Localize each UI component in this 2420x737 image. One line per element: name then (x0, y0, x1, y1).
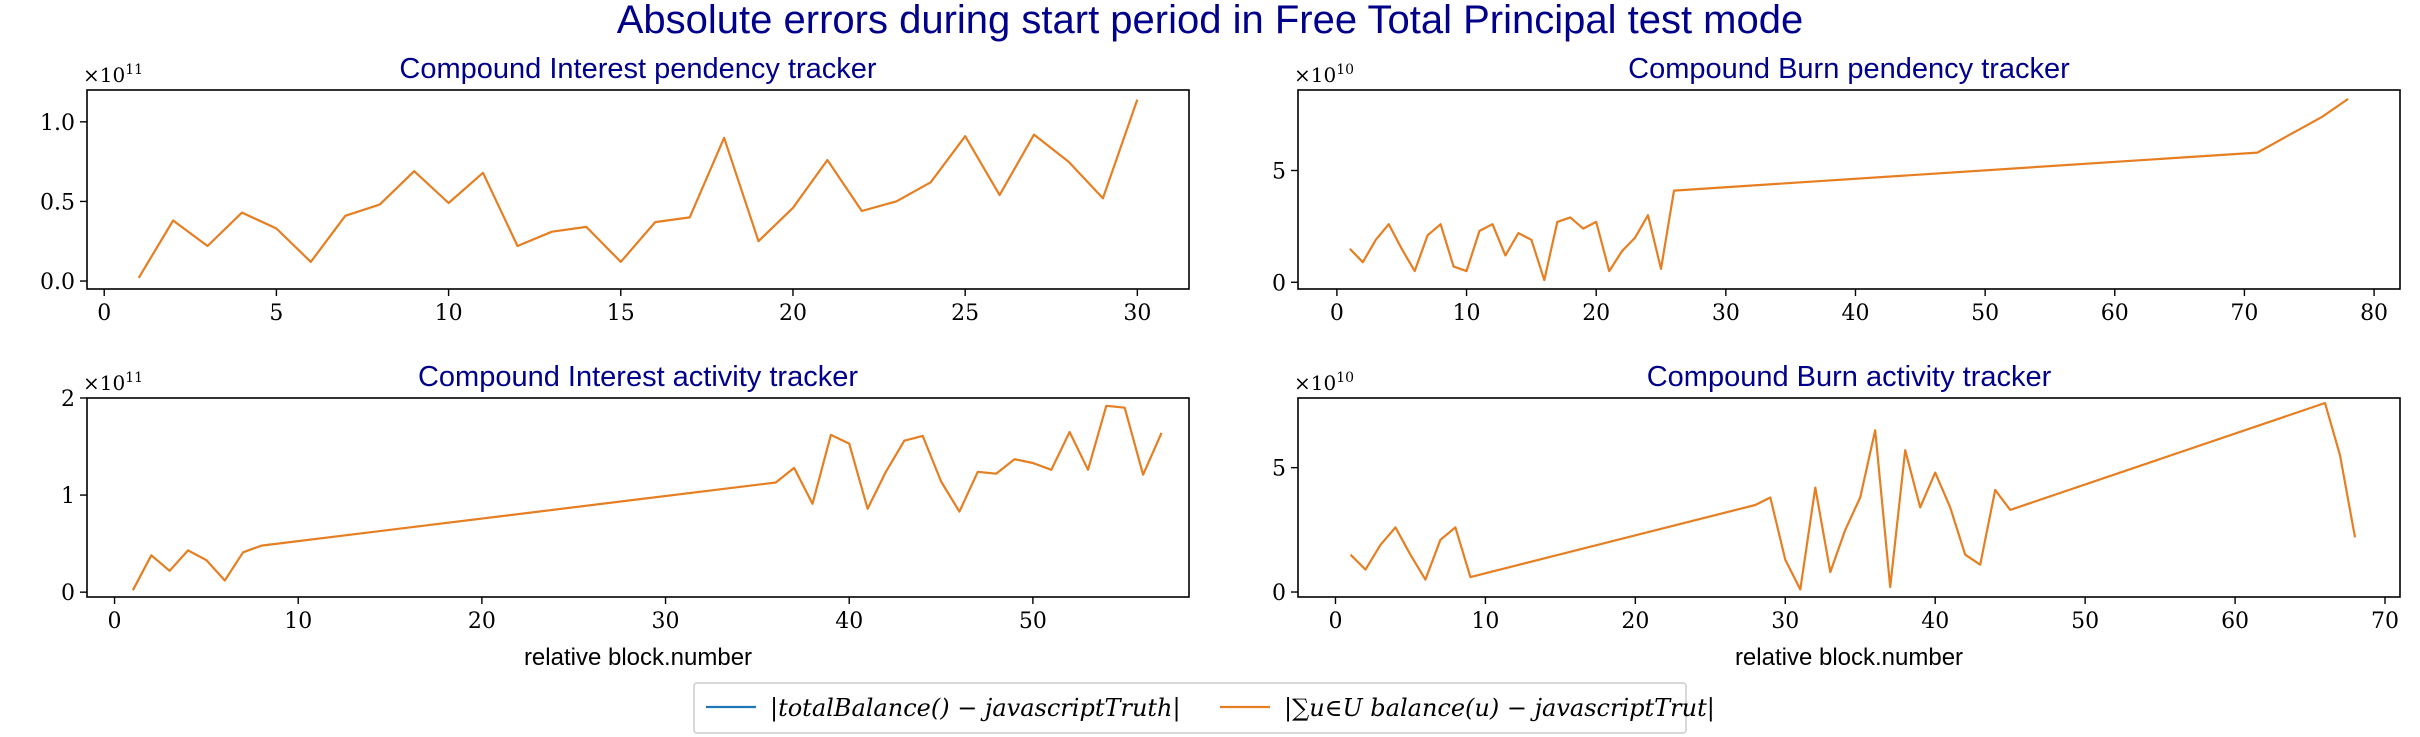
subplot-title: Compound Interest activity tracker (418, 361, 858, 393)
x-tick-label: 50 (1971, 301, 1999, 326)
x-tick-label: 30 (1712, 301, 1740, 326)
x-tick-label: 0 (97, 301, 111, 326)
y-scale-offset: ×1010 (1294, 370, 1354, 395)
x-tick-label: 10 (435, 301, 463, 326)
x-tick-label: 30 (652, 609, 680, 634)
x-tick-label: 5 (269, 301, 283, 326)
plot-frame (86, 397, 1190, 598)
y-scale-base: ×10 (1294, 371, 1336, 395)
y-scale-exponent: 11 (125, 62, 143, 78)
subplot-title: Compound Interest pendency tracker (399, 53, 876, 85)
series-line-1 (1349, 401, 2357, 591)
x-tick-label: 60 (2101, 301, 2129, 326)
series-line-1 (1349, 97, 2349, 282)
legend-label-1: |totalBalance() − javascriptTruth| (770, 694, 1181, 723)
y-tick-label: 2 (61, 387, 75, 412)
x-tick-label: 20 (468, 609, 496, 634)
x-tick-label: 20 (779, 301, 807, 326)
y-tick-label: 1 (61, 484, 75, 509)
y-scale-exponent: 10 (1336, 370, 1354, 386)
x-tick-label: 50 (2071, 609, 2099, 634)
x-tick-label: 60 (2221, 609, 2249, 634)
subplot-2: Compound Burn pendency tracker 0 10 20 30 40 5… (1272, 53, 2401, 326)
x-tick-label: 25 (951, 301, 979, 326)
y-scale-offset: ×1010 (1294, 62, 1354, 87)
plot-frame (86, 89, 1190, 290)
x-tick-label: 0 (108, 609, 122, 634)
y-tick-label: 0 (61, 581, 75, 606)
plot-frame (1297, 89, 2401, 290)
x-tick-label: 20 (1582, 301, 1610, 326)
y-tick-label: 5 (1272, 457, 1286, 482)
x-axis-label: relative block.number (524, 644, 752, 671)
y-scale-offset: ×1011 (83, 62, 143, 87)
y-scale-base: ×10 (1294, 63, 1336, 87)
y-scale-offset: ×1011 (83, 370, 143, 395)
legend-label-2: |∑u∈U balance(u) − javascriptTrut| (1284, 694, 1715, 723)
y-scale-exponent: 11 (125, 370, 143, 386)
x-tick-label: 0 (1328, 609, 1342, 634)
x-tick-label: 40 (835, 609, 863, 634)
subplot-title: Compound Burn activity tracker (1647, 361, 2052, 393)
y-scale-base: ×10 (83, 63, 125, 87)
x-tick-label: 0 (1330, 301, 1344, 326)
x-tick-label: 70 (2230, 301, 2258, 326)
y-tick-label: 0.0 (40, 270, 75, 295)
subplot-4: Compound Burn activity tracker 0 10 20 30 40 5… (1272, 361, 2401, 671)
x-axis-label: relative block.number (1735, 644, 1963, 671)
legend: |totalBalance() − javascriptTruth| |∑u∈U… (693, 682, 1715, 734)
y-tick-label: 1.0 (40, 111, 75, 136)
y-tick-label: 0.5 (40, 190, 75, 215)
y-scale-base: ×10 (83, 371, 125, 395)
figure-title: Absolute errors during start period in F… (617, 0, 1804, 42)
x-tick-label: 30 (1771, 609, 1799, 634)
subplot-title: Compound Burn pendency tracker (1628, 53, 2070, 85)
series-line-1 (137, 99, 1139, 279)
y-tick-label: 0 (1272, 271, 1286, 296)
x-tick-label: 10 (1471, 609, 1499, 634)
y-scale-exponent: 10 (1336, 62, 1354, 78)
x-tick-label: 40 (1921, 609, 1949, 634)
subplot-1: Compound Interest pendency tracker 0 5 10 15… (40, 53, 1190, 326)
x-tick-label: 80 (2360, 301, 2388, 326)
x-tick-label: 40 (1841, 301, 1869, 326)
x-tick-label: 20 (1621, 609, 1649, 634)
x-tick-label: 10 (1453, 301, 1481, 326)
y-tick-label: 0 (1272, 581, 1286, 606)
x-tick-label: 15 (607, 301, 635, 326)
x-tick-label: 70 (2371, 609, 2399, 634)
series-line-1 (131, 404, 1163, 591)
x-tick-label: 50 (1019, 609, 1047, 634)
y-tick-label: 5 (1272, 159, 1286, 184)
x-tick-label: 30 (1123, 301, 1151, 326)
x-tick-label: 10 (284, 609, 312, 634)
legend-frame (693, 682, 1687, 734)
plot-frame (1297, 397, 2401, 598)
